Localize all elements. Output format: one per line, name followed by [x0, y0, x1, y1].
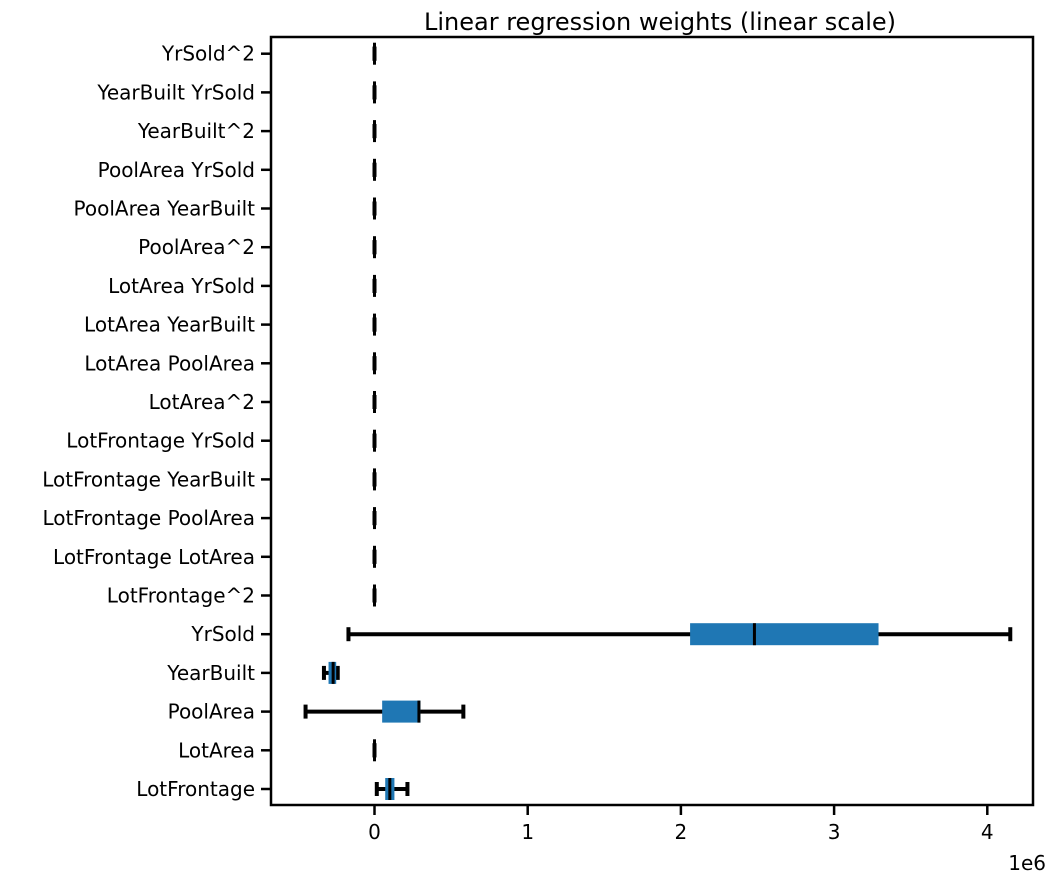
- iqr-box: [690, 623, 879, 646]
- x-axis-offset-label: 1e6: [1008, 851, 1046, 875]
- chart-title: Linear regression weights (linear scale): [424, 8, 896, 36]
- y-tick-label: PoolArea YrSold: [98, 158, 255, 182]
- box-0: [374, 778, 410, 800]
- y-tick-label: LotFrontage^2: [107, 584, 255, 608]
- x-axis: 0 1 2 3 4: [368, 805, 994, 844]
- y-tick-label: LotArea^2: [149, 390, 255, 414]
- y-tick-label: LotArea PoolArea: [84, 351, 255, 375]
- box-3: [321, 661, 340, 684]
- y-tick-label: PoolArea: [168, 700, 255, 724]
- x-tick-label: 2: [675, 820, 688, 844]
- plot-area: [303, 42, 1013, 800]
- axes-frame: [269, 35, 1035, 807]
- y-tick-label: YearBuilt^2: [137, 119, 255, 143]
- x-tick-label: 0: [368, 820, 381, 844]
- y-axis: LotFrontage LotArea PoolArea YearBuilt YrSol…: [42, 42, 271, 801]
- y-tick-label: PoolArea YearBuilt: [74, 197, 256, 221]
- x-tick-label: 3: [828, 820, 841, 844]
- y-tick-label: LotFrontage: [136, 777, 255, 801]
- y-tick-label: YearBuilt YrSold: [96, 80, 255, 104]
- y-tick-label: YrSold: [190, 622, 255, 646]
- x-tick-label: 1: [521, 820, 534, 844]
- y-tick-label: YearBuilt: [166, 661, 255, 685]
- y-tick-label: LotArea YrSold: [108, 274, 255, 298]
- box-2: [303, 700, 466, 723]
- iqr-box: [382, 700, 421, 723]
- y-tick-label: LotFrontage LotArea: [53, 545, 255, 569]
- y-tick-label: LotFrontage YearBuilt: [42, 467, 255, 491]
- y-tick-label: PoolArea^2: [138, 235, 255, 259]
- y-tick-label: YrSold^2: [161, 42, 255, 66]
- box-4: [346, 623, 1013, 646]
- y-tick-label: LotFrontage YrSold: [66, 429, 255, 453]
- y-tick-label: LotArea YearBuilt: [84, 313, 255, 337]
- y-tick-label: LotFrontage PoolArea: [43, 506, 255, 530]
- x-tick-label: 4: [981, 820, 994, 844]
- y-tick-label: LotArea: [178, 738, 255, 762]
